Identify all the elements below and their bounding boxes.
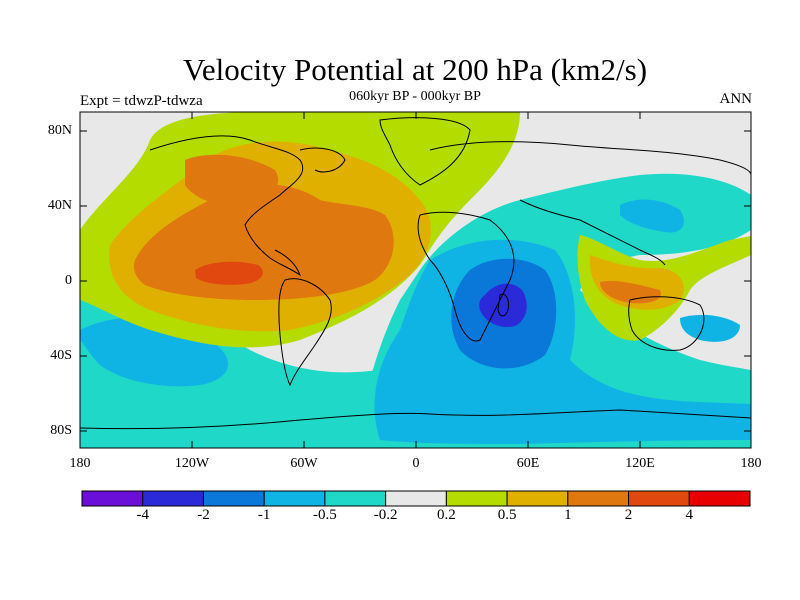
coast-eurasia <box>429 141 751 266</box>
colorbar-label: 0.5 <box>497 507 517 523</box>
coast-north-america <box>149 135 303 277</box>
lon-label-0: 0 <box>412 456 420 471</box>
colorbar-label: -0.5 <box>313 507 337 523</box>
season-label: ANN <box>719 91 753 107</box>
coast-madagascar <box>497 293 509 317</box>
colorbar-swatch <box>324 490 387 507</box>
colorbar-label: 4 <box>685 507 694 523</box>
coast-greenland <box>379 117 471 186</box>
colorbar-swatch <box>567 490 630 507</box>
coast-south-america <box>278 278 332 387</box>
lon-label-120w: 120W <box>174 456 210 471</box>
lat-label-80s: 80S <box>50 423 72 438</box>
colorbar-label: -0.2 <box>373 507 398 523</box>
field-min <box>479 283 527 328</box>
colorbar-swatch <box>445 490 508 507</box>
colorbar-swatch <box>81 490 144 507</box>
map-title: Velocity Potential at 200 hPa (km2/s) <box>182 52 648 87</box>
field-asia-blue <box>620 199 685 233</box>
field-west-green <box>80 282 95 300</box>
colorbar-swatch <box>142 490 204 507</box>
lat-label-0: 0 <box>65 273 72 288</box>
colorbar-swatch <box>628 490 690 507</box>
coast-antarctica <box>80 409 751 430</box>
lat-label-40s: 40S <box>50 348 72 363</box>
experiment-label: Expt = tdwzP-tdwza <box>80 93 203 109</box>
lon-label-180e: 180 <box>740 456 762 471</box>
lon-label-180w: 180 <box>69 456 91 471</box>
field-aus-blue <box>680 314 740 342</box>
lon-label-60e: 60E <box>516 456 540 471</box>
colorbar-label: -1 <box>257 507 271 523</box>
lon-label-60w: 60W <box>290 456 318 471</box>
lat-label-80n: 80N <box>47 123 72 138</box>
lat-label-40n: 40N <box>47 198 72 213</box>
contour-field <box>80 112 751 448</box>
map-subtitle: 060kyr BP - 000kyr BP <box>349 89 481 104</box>
colorbar-label: -4 <box>136 507 149 523</box>
field-na-orange <box>185 154 279 206</box>
colorbar <box>81 490 751 507</box>
lon-label-120e: 120E <box>625 456 655 471</box>
tick-marks <box>80 112 751 448</box>
colorbar-swatch <box>263 490 326 507</box>
coast-africa <box>417 211 515 342</box>
colorbar-label: -2 <box>197 507 210 523</box>
coast-hudson <box>299 147 346 173</box>
coast-australia <box>628 296 705 351</box>
coastlines <box>80 117 751 430</box>
colorbar-swatch <box>202 490 265 507</box>
colorbar-label: 0.2 <box>436 507 456 523</box>
field-atl-orange <box>345 257 385 276</box>
colorbar-swatch <box>688 490 751 507</box>
colorbar-label: 1 <box>564 507 572 523</box>
colorbar-swatch <box>385 490 447 507</box>
colorbar-swatch <box>506 490 569 507</box>
field-max <box>195 261 263 285</box>
colorbar-label: 2 <box>624 507 633 523</box>
